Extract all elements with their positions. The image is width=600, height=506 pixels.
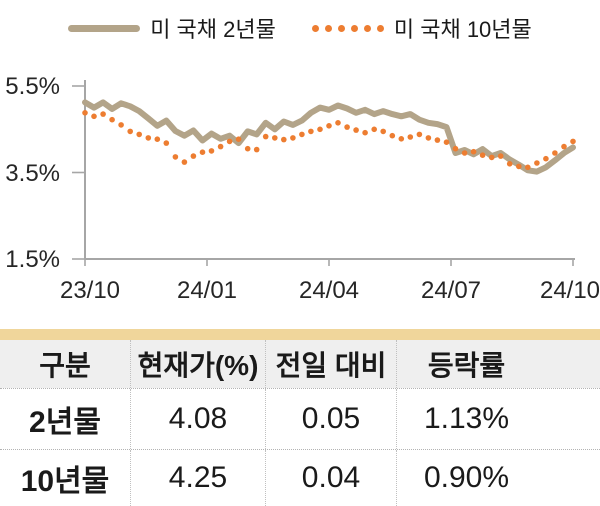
cell-10y-change: 0.04 [265,450,396,506]
header-cell-pct: 등락률 [396,340,600,388]
x-tick-label-2404: 24/04 [299,277,359,304]
cell-2y-label: 2년물 [29,406,101,439]
cell-10y-price: 4.25 [130,450,265,506]
legend-swatch-10y-dots [311,24,384,32]
cell-2y-change: 0.05 [265,389,396,449]
y-tick-label-bottom: 1.5% [5,246,60,273]
series-10y-dots [82,110,576,171]
y-axis: 5.5% 3.5% 1.5% [5,73,86,273]
table-header-row: 구분 현재가(%) 전일 대비 등락률 [0,340,600,388]
x-axis: 23/10 24/01 24/04 24/07 24/10 [60,258,600,304]
header-cell-price: 현재가(%) [130,340,265,388]
y-tick-label-middle: 3.5% [5,160,60,187]
cell-10y-pct: 0.90% [396,450,600,506]
y-tick-label-top: 5.5% [5,73,60,100]
legend-label-10y: 미 국채 10년물 [393,17,532,42]
legend-label-2y: 미 국채 2년물 [150,17,276,42]
header-cell-change: 전일 대비 [265,340,396,388]
legend-item-2y: 미 국채 2년물 [68,12,276,44]
legend-swatch-2y-line [68,24,141,32]
header-cell-category: 구분 [39,350,91,381]
x-tick-label-2401: 24/01 [177,277,237,304]
legend-item-10y: 미 국채 10년물 [311,12,532,44]
yield-chart-canvas: 5.5% 3.5% 1.5% 23/10 24/01 24/04 24/07 2… [5,73,600,304]
yield-table: 구분 현재가(%) 전일 대비 등락률 2년물 4.08 0.05 1.13% … [0,329,600,506]
cell-2y-pct: 1.13% [396,389,600,449]
chart-legend: 미 국채 2년물 미 국채 10년물 [0,0,600,56]
table-row-10y: 10년물 4.25 0.04 0.90% [0,449,600,506]
cell-10y-label: 10년물 [20,465,110,498]
table-row-2y: 2년물 4.08 0.05 1.13% [0,388,600,449]
x-tick-label-2410: 24/10 [540,277,600,304]
cell-2y-price: 4.08 [130,389,265,449]
table-top-band [0,329,600,340]
x-tick-label-2407: 24/07 [421,277,481,304]
x-tick-label-2310: 23/10 [60,277,120,304]
yield-chart: 5.5% 3.5% 1.5% 23/10 24/01 24/04 24/07 2… [0,56,600,306]
